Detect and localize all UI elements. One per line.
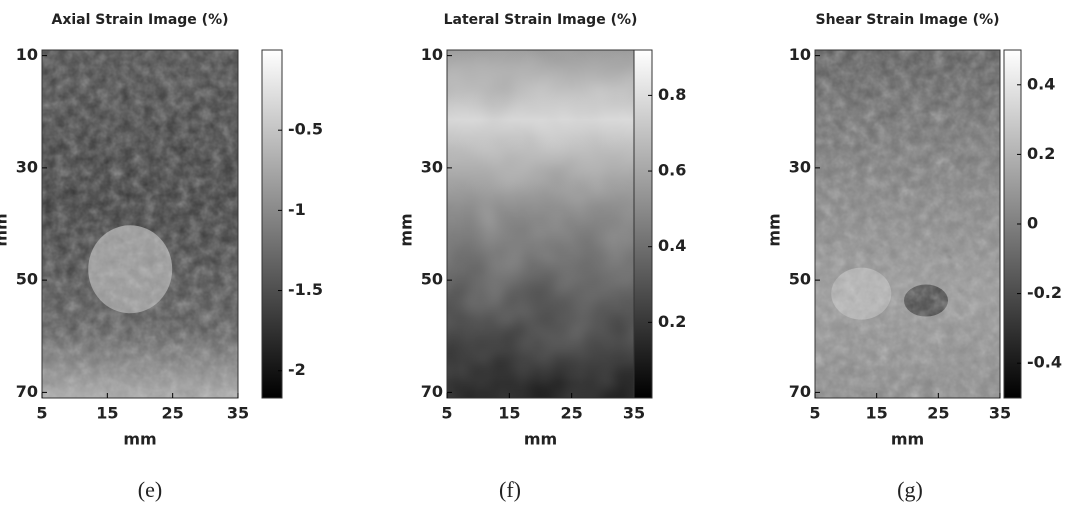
panel-title: Shear Strain Image (%): [816, 12, 1000, 28]
texture: [42, 50, 238, 398]
y-axis-label: mm: [0, 213, 11, 246]
texture: [447, 50, 634, 398]
colorbar: [633, 49, 653, 399]
panel-caption: (g): [897, 477, 923, 502]
x-tick-label: 35: [227, 404, 249, 423]
y-tick-label: 30: [16, 157, 38, 176]
y-tick-label: 50: [421, 270, 443, 289]
panel-title: Axial Strain Image (%): [51, 12, 228, 28]
x-tick-label: 35: [623, 404, 645, 423]
colorbar-tick-label: -1.5: [288, 280, 323, 299]
panel-title: Lateral Strain Image (%): [444, 12, 638, 28]
colorbar-tick-label: 0.8: [658, 85, 686, 104]
colorbar-tick-label: 0.2: [658, 312, 686, 331]
x-axis-label: mm: [123, 430, 156, 449]
x-tick-label: 15: [96, 404, 118, 423]
x-tick-label: 5: [36, 404, 47, 423]
y-tick-label: 10: [421, 45, 443, 64]
colorbar-tick-label: -2: [288, 360, 306, 379]
plot-frame: [41, 49, 239, 399]
colorbar-tick-label: 0.2: [1027, 144, 1055, 163]
x-tick-label: 15: [866, 404, 888, 423]
y-tick-label: 30: [789, 157, 811, 176]
y-tick-label: 70: [421, 382, 443, 401]
panel-caption: (f): [499, 477, 521, 502]
colorbar-tick-label: 0: [1027, 214, 1038, 233]
colorbar-tick-label: -0.5: [288, 120, 323, 139]
colorbar: [261, 49, 283, 399]
x-axis-label: mm: [524, 430, 557, 449]
y-tick-label: 10: [16, 45, 38, 64]
panel-caption: (e): [138, 477, 162, 502]
y-tick-label: 10: [789, 45, 811, 64]
colorbar-tick-label: 0.4: [1027, 74, 1055, 93]
colorbar-tick-label: 0.4: [658, 236, 686, 255]
texture: [815, 50, 1000, 398]
x-tick-label: 5: [809, 404, 820, 423]
x-tick-label: 35: [989, 404, 1011, 423]
x-tick-label: 5: [441, 404, 452, 423]
y-tick-label: 30: [421, 157, 443, 176]
colorbar-tick-label: -0.4: [1027, 353, 1062, 372]
x-axis-label: mm: [891, 430, 924, 449]
colorbar-tick-label: -0.2: [1027, 283, 1062, 302]
y-tick-label: 70: [16, 382, 38, 401]
colorbar-tick-label: -1: [288, 200, 306, 219]
x-tick-label: 25: [162, 404, 184, 423]
y-tick-label: 50: [789, 270, 811, 289]
x-tick-label: 25: [927, 404, 949, 423]
colorbar-tick-label: 0.6: [658, 161, 686, 180]
y-tick-label: 70: [789, 382, 811, 401]
y-axis-label: mm: [397, 213, 416, 246]
x-tick-label: 15: [498, 404, 520, 423]
y-axis-label: mm: [765, 213, 784, 246]
x-tick-label: 25: [561, 404, 583, 423]
plot-frame: [814, 49, 1001, 399]
y-tick-label: 50: [16, 270, 38, 289]
